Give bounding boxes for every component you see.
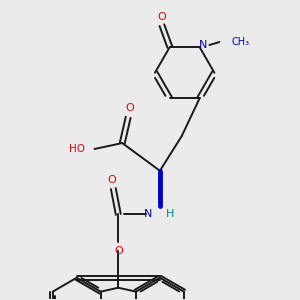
Text: H: H bbox=[166, 209, 174, 219]
Text: O: O bbox=[126, 103, 135, 113]
Text: O: O bbox=[158, 12, 166, 22]
Text: O: O bbox=[114, 246, 123, 256]
Text: O: O bbox=[107, 175, 116, 185]
Text: CH₃: CH₃ bbox=[231, 37, 249, 47]
Text: N: N bbox=[199, 40, 208, 50]
Text: N: N bbox=[144, 209, 152, 219]
Text: HO: HO bbox=[69, 144, 85, 154]
